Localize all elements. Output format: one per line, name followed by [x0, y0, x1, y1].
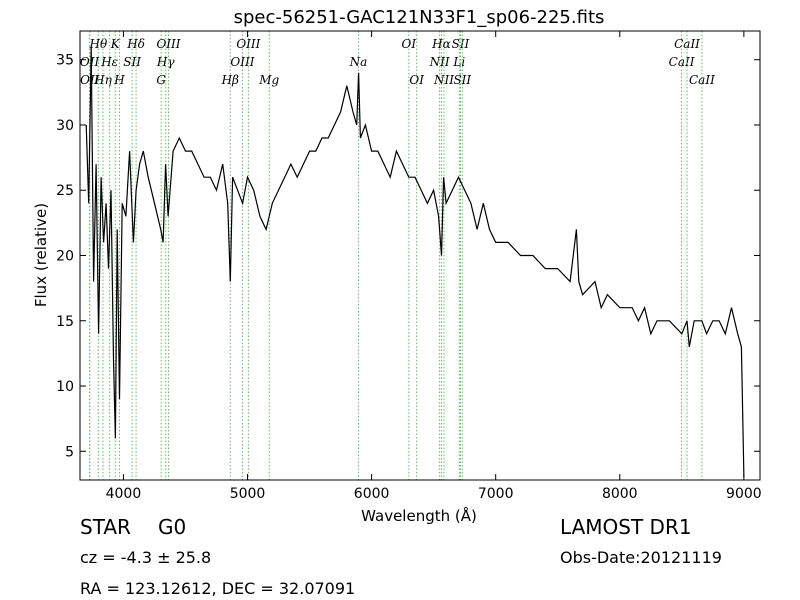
y-tick-label: 20 — [56, 249, 74, 265]
y-tick-label: 10 — [56, 379, 74, 395]
spectral-line-label: Hδ — [126, 37, 145, 51]
spectral-line-label: CaII — [689, 73, 715, 87]
spectral-line-label: Hη — [93, 73, 112, 87]
coordinates: RA = 123.12612, DEC = 32.07091 — [80, 579, 356, 598]
spectral-line-label: OIII — [156, 37, 180, 51]
spectral-line-label: SII — [123, 55, 141, 69]
spectral-line-label: H — [113, 73, 125, 87]
spectral-line-label: Hβ — [221, 73, 239, 87]
survey-name: LAMOST DR1 — [560, 515, 692, 539]
x-axis-label: Wavelength (Å) — [361, 506, 477, 525]
spectral-line-label: K — [110, 37, 121, 51]
plot-layer: OII OII Hθ Hη Hε K H SII Hδ G Hγ OIII Hβ OIII OIII Mg Na… — [56, 30, 762, 502]
y-tick-label: 5 — [65, 444, 74, 460]
spectral-line-label: G — [156, 73, 166, 87]
x-tick-label: 4000 — [106, 486, 142, 502]
spectral-line-label: OIII — [236, 37, 260, 51]
spectral-line-label: Hε — [100, 55, 118, 69]
spectral-line-label: CaII — [674, 37, 700, 51]
x-tick-label: 9000 — [726, 486, 762, 502]
y-tick-label: 15 — [56, 314, 74, 330]
spectral-line-label: OII — [80, 73, 100, 87]
spectral-line-label: Hγ — [156, 55, 175, 69]
spectral-line-label: OI — [402, 37, 417, 51]
y-axis-label: Flux (relative) — [32, 203, 50, 307]
y-tick-label: 30 — [56, 118, 74, 134]
spectral-line-label: Na — [349, 55, 368, 69]
object-class: STAR — [80, 515, 131, 539]
plot-frame — [79, 30, 761, 481]
spectral-line-label: NII — [429, 55, 450, 69]
x-tick-label: 7000 — [478, 486, 514, 502]
y-tick-label: 35 — [56, 53, 74, 69]
spectral-line-label: NII — [433, 73, 454, 87]
spectral-line-label: Hα — [431, 37, 451, 51]
spectral-line-label: SII — [452, 37, 470, 51]
observation-date: Obs-Date:20121119 — [560, 548, 722, 567]
y-tick-label: 25 — [56, 183, 74, 199]
spectral-line-label: Li — [452, 55, 465, 69]
chart-title: spec-56251-GAC121N33F1_sp06-225.fits — [234, 7, 605, 28]
spectral-line-label: Mg — [258, 73, 279, 87]
x-tick-label: 5000 — [230, 486, 266, 502]
redshift-value: cz = -4.3 ± 25.8 — [80, 548, 212, 567]
spectral-line-label: CaII — [669, 55, 695, 69]
x-tick-label: 6000 — [354, 486, 390, 502]
spectral-line-label: OI — [409, 73, 424, 87]
object-subclass: G0 — [158, 515, 187, 539]
spectral-line-label: OII — [80, 55, 100, 69]
spectral-line-label: OIII — [230, 55, 254, 69]
spectral-line-label: SII — [453, 73, 471, 87]
spectrum-series-line — [85, 46, 745, 478]
x-tick-label: 8000 — [602, 486, 638, 502]
spectral-line-label: Hθ — [89, 37, 108, 51]
